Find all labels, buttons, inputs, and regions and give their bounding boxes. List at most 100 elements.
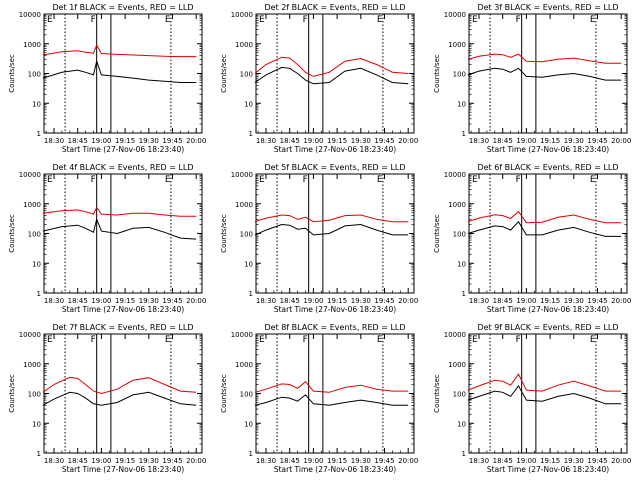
- x-axis-label: Start Time (27-Nov-06 18:23:40): [62, 305, 184, 314]
- event-label: E: [377, 175, 383, 185]
- y-tick-label: 100: [240, 231, 253, 239]
- event-label: E: [590, 15, 596, 25]
- panel: Det 1f BLACK = Events, RED = LLD 1 10 100 10…: [8, 3, 206, 154]
- plot-frame: [255, 333, 415, 454]
- y-tick-label: 10000: [19, 11, 41, 19]
- x-axis-label: Start Time (27-Nov-06 18:23:40): [487, 305, 609, 314]
- y-axis-label: Counts/sec: [220, 54, 228, 93]
- panel-title: Det 5f BLACK = Events, RED = LLD: [264, 163, 405, 172]
- event-label: F: [516, 175, 521, 185]
- panel: Det 5f BLACK = Events, RED = LLD 1 10 100 10…: [220, 163, 418, 314]
- y-tick-label: 10000: [19, 171, 41, 179]
- plot-frame: [255, 13, 415, 134]
- x-tick-label: 20:00: [186, 137, 206, 145]
- x-tick-label: 19:45: [587, 297, 607, 305]
- x-tick-label: 19:00: [91, 137, 111, 145]
- y-axis-label: Counts/sec: [433, 374, 441, 413]
- x-tick-label: 19:15: [115, 457, 135, 465]
- y-tick-label: 10000: [231, 11, 253, 19]
- y-tick-label: 1: [37, 130, 41, 138]
- x-axis-label: Start Time (27-Nov-06 18:23:40): [487, 145, 609, 154]
- event-label: F: [516, 15, 521, 25]
- x-tick-label: 19:00: [303, 457, 323, 465]
- y-tick-label: 1: [37, 450, 41, 458]
- event-label: F: [303, 335, 308, 345]
- panel: Det 2f BLACK = Events, RED = LLD 1 10 100 10…: [220, 3, 418, 154]
- y-tick-label: 10: [32, 100, 41, 108]
- plot-frame: [468, 333, 628, 454]
- x-tick-label: 18:30: [469, 137, 489, 145]
- event-label: E: [259, 15, 265, 25]
- y-tick-label: 1000: [235, 361, 253, 369]
- x-tick-label: 20:00: [398, 297, 418, 305]
- panel-title: Det 2f BLACK = Events, RED = LLD: [264, 3, 405, 12]
- x-tick-label: 18:30: [256, 297, 276, 305]
- x-tick-label: 18:30: [469, 297, 489, 305]
- series-lld-line: [467, 210, 622, 224]
- panel-title: Det 7f BLACK = Events, RED = LLD: [52, 323, 193, 332]
- event-label: F: [91, 15, 96, 25]
- y-tick-label: 100: [240, 71, 253, 79]
- panel: Det 3f BLACK = Events, RED = LLD 1 10 100 10…: [433, 3, 631, 154]
- panel-title: Det 6f BLACK = Events, RED = LLD: [477, 163, 618, 172]
- x-tick-label: 19:45: [587, 137, 607, 145]
- series-events-line: [42, 391, 197, 406]
- x-tick-label: 19:30: [564, 297, 584, 305]
- series-events-line: [467, 220, 622, 237]
- x-tick-label: 19:45: [587, 457, 607, 465]
- series-lld-line: [42, 376, 197, 395]
- y-axis-label: Counts/sec: [8, 374, 16, 413]
- series-lld-line: [467, 373, 622, 392]
- x-axis-label: Start Time (27-Nov-06 18:23:40): [487, 465, 609, 474]
- event-label: E: [472, 175, 478, 185]
- y-tick-label: 100: [28, 71, 41, 79]
- y-tick-label: 1000: [448, 361, 466, 369]
- x-tick-label: 18:30: [256, 457, 276, 465]
- y-tick-label: 100: [453, 391, 466, 399]
- x-tick-label: 19:30: [139, 297, 159, 305]
- y-tick-label: 1000: [448, 41, 466, 49]
- panel: Det 4f BLACK = Events, RED = LLD 1 10 100 10…: [8, 163, 206, 314]
- y-tick-label: 1000: [448, 201, 466, 209]
- y-tick-label: 10: [244, 260, 253, 268]
- x-tick-label: 19:45: [162, 137, 182, 145]
- x-tick-label: 18:45: [68, 137, 88, 145]
- x-tick-label: 20:00: [611, 297, 631, 305]
- event-label: E: [47, 335, 53, 345]
- event-label: E: [165, 15, 171, 25]
- panel: Det 9f BLACK = Events, RED = LLD 1 10 100 10…: [433, 323, 631, 474]
- y-axis-label: Counts/sec: [220, 214, 228, 253]
- series-lld-line: [254, 380, 409, 393]
- x-tick-label: 20:00: [611, 137, 631, 145]
- x-tick-label: 18:30: [469, 457, 489, 465]
- y-tick-label: 1000: [235, 41, 253, 49]
- event-label: E: [165, 335, 171, 345]
- x-tick-label: 19:15: [327, 457, 347, 465]
- y-tick-label: 1: [462, 450, 466, 458]
- x-axis-label: Start Time (27-Nov-06 18:23:40): [274, 305, 396, 314]
- x-tick-label: 20:00: [611, 457, 631, 465]
- x-tick-label: 19:15: [540, 137, 560, 145]
- y-tick-label: 10000: [444, 11, 466, 19]
- y-tick-label: 1: [462, 130, 466, 138]
- y-tick-label: 10: [32, 260, 41, 268]
- x-tick-label: 18:45: [493, 457, 513, 465]
- x-tick-label: 19:15: [540, 457, 560, 465]
- x-axis-label: Start Time (27-Nov-06 18:23:40): [62, 465, 184, 474]
- y-tick-label: 10000: [231, 171, 253, 179]
- x-tick-label: 19:45: [374, 137, 394, 145]
- panel: Det 6f BLACK = Events, RED = LLD 1 10 100 10…: [433, 163, 631, 314]
- y-tick-label: 10: [32, 420, 41, 428]
- event-label: F: [91, 335, 96, 345]
- x-tick-label: 18:30: [44, 457, 64, 465]
- x-tick-label: 18:45: [68, 297, 88, 305]
- y-tick-label: 100: [240, 391, 253, 399]
- plot-frame: [255, 173, 415, 294]
- event-label: E: [47, 15, 53, 25]
- event-label: E: [590, 335, 596, 345]
- x-tick-label: 19:15: [115, 137, 135, 145]
- x-tick-label: 19:00: [303, 137, 323, 145]
- y-tick-label: 100: [28, 231, 41, 239]
- series-lld-line: [254, 56, 409, 77]
